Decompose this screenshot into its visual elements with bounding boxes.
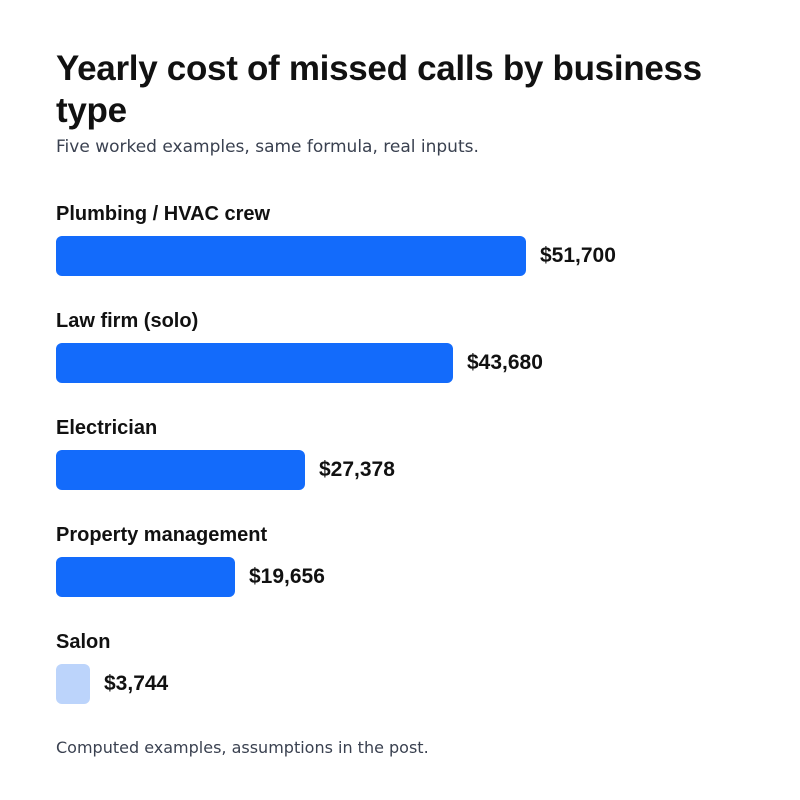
bar <box>56 557 235 597</box>
bar-list: Plumbing / HVAC crew $51,700 Law firm (sol… <box>56 202 746 737</box>
bar-line: $43,680 <box>56 343 746 383</box>
value-label: $3,744 <box>104 672 169 695</box>
bar-row: Property management $19,656 <box>56 523 746 630</box>
category-label: Plumbing / HVAC crew <box>56 203 271 225</box>
value-label: $43,680 <box>467 351 543 374</box>
chart-footnote: Computed examples, assumptions in the po… <box>56 738 429 757</box>
chart-title: Yearly cost of missed calls by business … <box>56 49 702 130</box>
bar-line: $27,378 <box>56 450 746 490</box>
category-label: Electrician <box>56 417 158 439</box>
bar <box>56 343 453 383</box>
bar-row: Law firm (solo) $43,680 <box>56 309 746 416</box>
bar-line: $51,700 <box>56 236 746 276</box>
category-label: Law firm (solo) <box>56 310 199 332</box>
chart-card: Yearly cost of missed calls by business … <box>56 48 746 757</box>
chart-subtitle: Five worked examples, same formula, real… <box>56 137 479 157</box>
bar-row: Salon $3,744 <box>56 630 746 737</box>
bar <box>56 236 526 276</box>
category-label: Salon <box>56 631 111 653</box>
bar-row: Electrician $27,378 <box>56 416 746 523</box>
bar <box>56 450 305 490</box>
category-label: Property management <box>56 524 268 546</box>
bar-line: $19,656 <box>56 557 746 597</box>
bar <box>56 664 90 704</box>
bar-line: $3,744 <box>56 664 746 704</box>
value-label: $19,656 <box>249 565 325 588</box>
value-label: $27,378 <box>319 458 395 481</box>
value-label: $51,700 <box>540 244 616 267</box>
bar-row: Plumbing / HVAC crew $51,700 <box>56 202 746 309</box>
